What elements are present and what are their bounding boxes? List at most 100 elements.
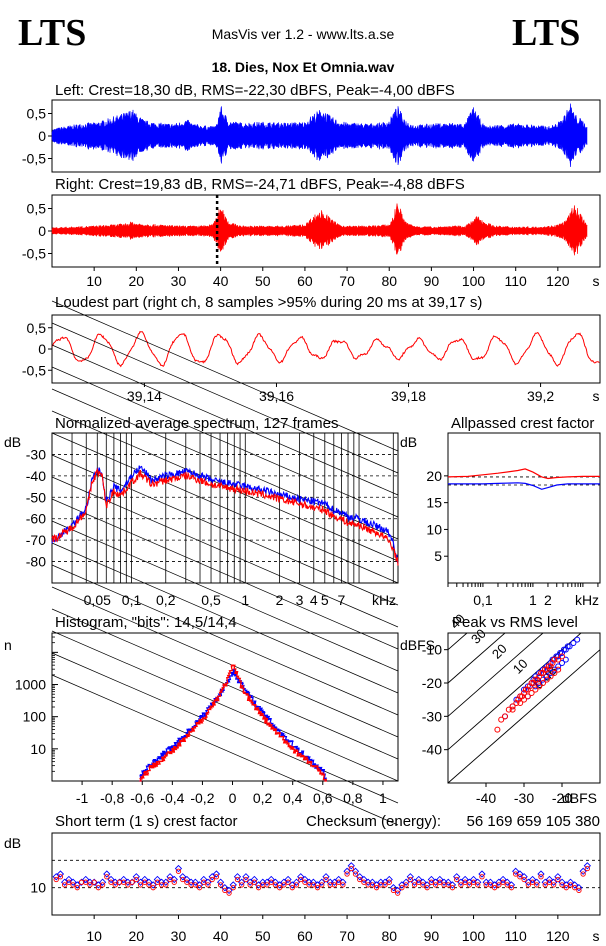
crest-point-L [166,873,174,881]
crest-point-L [98,878,107,886]
crest-point-R [411,882,418,888]
crest-point-L [583,862,591,870]
crest-point-R [205,882,211,888]
crest-point-R [217,882,224,888]
crest-point-R [314,885,321,891]
loudest-part-yaxis: 0,5 0 -0,5 [22,320,52,378]
crest-diagonal [447,649,601,784]
crest-point-L [427,875,436,884]
crest-point-R [454,876,460,883]
xtick-label: 60 [297,273,313,289]
slope-line [51,652,399,804]
crest-point-R [479,874,485,880]
xtick-label: 70 [339,928,355,944]
xtick-label: 10 [86,928,102,944]
x-unit: s [593,388,600,404]
crest-point-L [242,873,250,881]
crest-point-R [399,885,405,891]
point-L [513,696,520,703]
spectrum-grid [51,300,399,826]
xtick-label: -0,8 [100,790,124,806]
ytick-label: 0,5 [27,201,47,217]
xtick-label: 100 [462,273,486,289]
peak-vs-rms-series [494,636,581,733]
logo-right: LTS [512,12,580,54]
xtick-label: 0,5 [201,592,221,608]
checksum-value: 56 169 659 105 380 [467,813,600,830]
crest-point-L [478,870,486,878]
crest-point-R [53,876,59,883]
xtick-label: 0,2 [253,790,273,806]
left-waveform-series [51,103,588,167]
crest-point-L [566,878,575,886]
crest-point-R [150,885,156,891]
ytick-label: 1000 [15,677,46,693]
crest-point-R [234,876,241,883]
point-R [545,663,552,670]
point-R [502,713,508,720]
crest-point-L [132,873,140,881]
crest-point-L [469,875,478,884]
crest-point-L [347,862,355,870]
slope-line [51,432,399,584]
xtick-label: 50 [255,928,271,944]
crest-point-R [572,885,578,891]
point-R [505,706,512,713]
allpassed-crest-frame [447,432,601,584]
crest-point-R [352,871,359,877]
allpassed-crest-panel: Allpassed crest factor dB 20 15 10 5 0,1 1 2 kH… [400,415,601,608]
crest-point-R [83,879,89,885]
crest-point-R [66,879,72,885]
crest-point-R [344,871,350,877]
ytick-label: 10 [30,741,46,757]
crest-point-L [179,873,187,881]
peak-vs-rms-axes: -10 -20 -30 -40 -40 -30 -20 [422,642,573,806]
point-R [521,696,527,703]
spectrum-title: Normalized average spectrum, 127 frames [55,415,338,432]
ytick-label: 0,5 [27,106,47,122]
spectrum-line-R [51,467,399,566]
x-unit: kHz [575,592,599,608]
xtick-label: 1 [379,790,387,806]
crest-point-R [529,879,536,885]
file-title: 18. Dies, Nox Et Omnia.wav [212,59,395,75]
point-R [498,716,505,723]
xtick-label: 30 [171,273,187,289]
crest-point-R [163,882,169,888]
point-L [549,656,556,663]
point-L [540,676,546,683]
loudest-part-series [51,330,600,368]
point-L [555,663,562,670]
crest-point-R [357,876,363,883]
crest-point-L [335,875,343,884]
slope-line [51,300,399,452]
crest-point-R [95,885,102,891]
xtick-label: 0 [229,790,237,806]
loudest-part-xaxis: 39,14 39,16 39,18 39,2 s [127,383,600,404]
ytick-label: -0,5 [22,362,46,378]
histogram-series [139,664,328,782]
histogram-title: Histogram, "bits": 14,5/14,4 [55,614,237,631]
crest-point-L [233,873,242,881]
crest-point-R [348,865,354,872]
spectrum-series [51,465,399,566]
point-R [555,666,562,673]
crest-point-R [559,882,565,888]
ytick-label: 10 [30,880,46,896]
crest-point-R [133,876,139,883]
xtick-label: -40 [476,790,496,806]
crest-point-L [512,867,520,875]
crest-point-R [331,882,338,888]
crest-point-R [496,882,502,888]
ytick-label: -80 [26,554,46,570]
slope-line [51,586,399,738]
crest-point-L [162,878,170,886]
crest-point-R [513,871,519,877]
point-L [560,646,567,653]
crest-point-R [137,882,144,888]
crest-point-R [201,879,207,885]
xtick-label: -20 [552,790,572,806]
crest-point-R [542,882,548,888]
spectrum-axes: -30 -40 -50 -60 -70 -80 0,05 0,1 0,2 0,5 1 2 3 4 5 7 kHz [26,446,396,608]
slope-line [51,454,399,606]
